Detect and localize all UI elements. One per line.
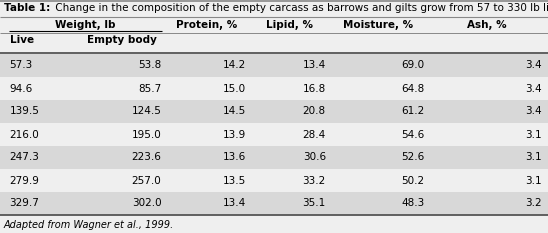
Text: 13.5: 13.5 bbox=[223, 175, 247, 185]
Text: 247.3: 247.3 bbox=[9, 153, 39, 162]
Text: 57.3: 57.3 bbox=[9, 61, 33, 71]
Text: 3.2: 3.2 bbox=[526, 199, 543, 209]
Text: 139.5: 139.5 bbox=[9, 106, 39, 116]
Text: 3.4: 3.4 bbox=[526, 106, 543, 116]
Text: 13.6: 13.6 bbox=[223, 153, 247, 162]
Text: Live: Live bbox=[9, 35, 33, 45]
Text: 3.1: 3.1 bbox=[526, 175, 543, 185]
Text: 35.1: 35.1 bbox=[302, 199, 326, 209]
Text: 20.8: 20.8 bbox=[302, 106, 326, 116]
Text: 94.6: 94.6 bbox=[9, 83, 33, 93]
Bar bbox=[0, 192, 548, 215]
Text: Ash, %: Ash, % bbox=[466, 20, 506, 30]
Bar bbox=[0, 54, 548, 77]
Bar bbox=[0, 100, 548, 123]
Text: Lipid, %: Lipid, % bbox=[266, 20, 312, 30]
Text: Protein, %: Protein, % bbox=[176, 20, 237, 30]
Bar bbox=[0, 146, 548, 169]
Text: 279.9: 279.9 bbox=[9, 175, 39, 185]
Text: 13.4: 13.4 bbox=[302, 61, 326, 71]
Text: 3.4: 3.4 bbox=[526, 83, 543, 93]
Text: 33.2: 33.2 bbox=[302, 175, 326, 185]
Text: 3.4: 3.4 bbox=[526, 61, 543, 71]
Text: 302.0: 302.0 bbox=[132, 199, 162, 209]
Text: 13.4: 13.4 bbox=[223, 199, 247, 209]
Text: 329.7: 329.7 bbox=[9, 199, 39, 209]
Text: 16.8: 16.8 bbox=[302, 83, 326, 93]
Text: Moisture, %: Moisture, % bbox=[343, 20, 413, 30]
Text: 28.4: 28.4 bbox=[302, 130, 326, 140]
Text: 13.9: 13.9 bbox=[223, 130, 247, 140]
Text: 64.8: 64.8 bbox=[401, 83, 425, 93]
Text: 48.3: 48.3 bbox=[401, 199, 425, 209]
Text: Adapted from Wagner et al., 1999.: Adapted from Wagner et al., 1999. bbox=[4, 220, 174, 230]
Text: 69.0: 69.0 bbox=[401, 61, 425, 71]
Bar bbox=[0, 123, 548, 146]
Text: 61.2: 61.2 bbox=[401, 106, 425, 116]
Text: 53.8: 53.8 bbox=[138, 61, 162, 71]
Text: 3.1: 3.1 bbox=[526, 153, 543, 162]
Text: 54.6: 54.6 bbox=[401, 130, 425, 140]
Bar bbox=[0, 17, 548, 54]
Text: 52.6: 52.6 bbox=[401, 153, 425, 162]
Text: 216.0: 216.0 bbox=[9, 130, 39, 140]
Text: 14.5: 14.5 bbox=[223, 106, 247, 116]
Text: 124.5: 124.5 bbox=[132, 106, 162, 116]
Text: 15.0: 15.0 bbox=[223, 83, 247, 93]
Bar bbox=[0, 0, 548, 18]
Text: 3.1: 3.1 bbox=[526, 130, 543, 140]
Text: Table 1:: Table 1: bbox=[4, 3, 50, 13]
Text: 257.0: 257.0 bbox=[132, 175, 162, 185]
Text: 14.2: 14.2 bbox=[223, 61, 247, 71]
Text: 195.0: 195.0 bbox=[132, 130, 162, 140]
Text: Weight, lb: Weight, lb bbox=[55, 20, 116, 30]
Bar bbox=[0, 169, 548, 192]
Text: 30.6: 30.6 bbox=[302, 153, 326, 162]
Text: Change in the composition of the empty carcass as barrows and gilts grow from 57: Change in the composition of the empty c… bbox=[52, 3, 548, 13]
Text: Empty body: Empty body bbox=[87, 35, 157, 45]
Text: 85.7: 85.7 bbox=[138, 83, 162, 93]
Text: 223.6: 223.6 bbox=[132, 153, 162, 162]
Text: 50.2: 50.2 bbox=[401, 175, 425, 185]
Bar bbox=[0, 77, 548, 100]
